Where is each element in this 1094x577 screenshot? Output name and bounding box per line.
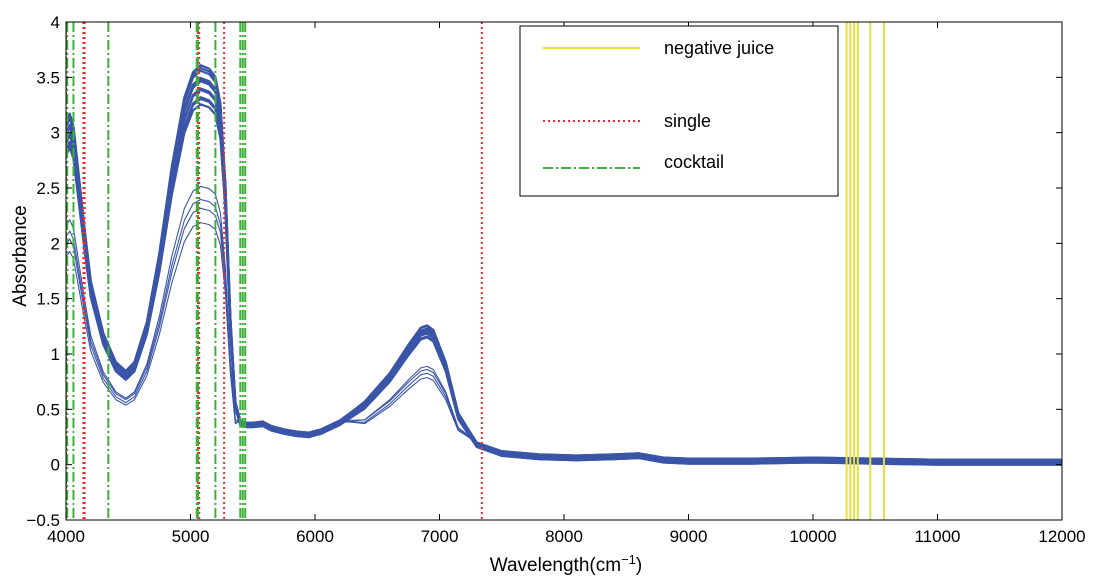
- marker-lines: [66, 22, 885, 520]
- spectrum-line: [66, 96, 1062, 466]
- legend-box: [519, 25, 839, 197]
- y-tick-label: 0.5: [36, 400, 60, 419]
- x-axis-label-end: ): [636, 555, 642, 576]
- x-tick-label: 12000: [1038, 527, 1085, 546]
- spectrum-line: [66, 222, 1062, 460]
- y-tick-label: 1.5: [36, 290, 60, 309]
- y-tick-label: 3: [51, 124, 60, 143]
- x-tick-label: 6000: [296, 527, 334, 546]
- x-tick-label: 4000: [47, 527, 85, 546]
- spectrum-line: [66, 185, 1062, 462]
- y-axis-label: Absorbance: [10, 205, 31, 306]
- legend-label-cocktail: cocktail: [664, 152, 724, 172]
- x-tick-label: 9000: [670, 527, 708, 546]
- x-tick-label: 7000: [421, 527, 459, 546]
- y-tick-label: 2: [51, 234, 60, 253]
- x-tick-label: 10000: [789, 527, 836, 546]
- spectra-lines: [66, 64, 1062, 466]
- y-tick-label: 3.5: [36, 68, 60, 87]
- y-tick-label: 1: [51, 345, 60, 364]
- spectrum-line: [66, 64, 1062, 465]
- y-tick-label: 2.5: [36, 179, 60, 198]
- legend-label-single: single: [664, 111, 711, 131]
- y-tick-label: 4: [51, 13, 60, 32]
- spectrum-line: [66, 207, 1062, 461]
- x-axis-label-main: Wavelength(cm: [490, 555, 621, 576]
- x-axis-label-sup: −1: [621, 552, 636, 567]
- x-tick-label: 11000: [914, 527, 960, 546]
- x-tick-label: 5000: [172, 527, 210, 546]
- y-tick-label: −0.5: [26, 511, 60, 530]
- y-tick-label: 0: [51, 456, 60, 475]
- legend: negative juice single cocktail: [519, 25, 839, 197]
- x-axis-label: Wavelength(cm−1): [490, 552, 642, 576]
- x-tick-label: 8000: [545, 527, 583, 546]
- axis-ticks: 4000 5000 6000 7000 8000 9000 10000 11000 12000 −…: [26, 13, 1085, 546]
- legend-label-negative-juice: negative juice: [664, 38, 774, 58]
